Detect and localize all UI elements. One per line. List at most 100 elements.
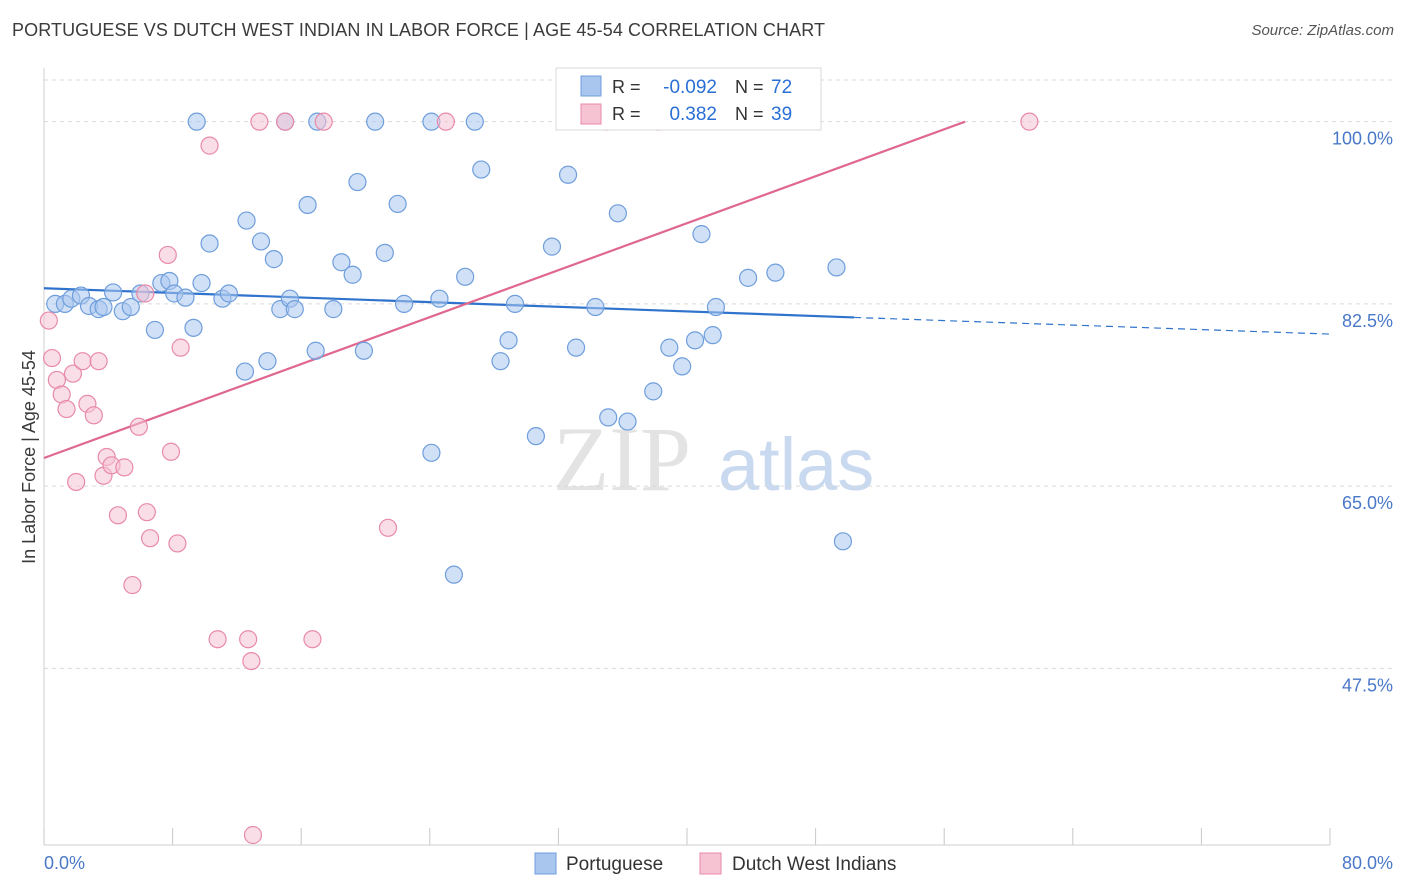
point-portuguese-62 — [766, 263, 785, 282]
point-dutch-5 — [63, 364, 83, 383]
point-portuguese-42 — [472, 160, 491, 179]
point-portuguese-56 — [673, 357, 692, 376]
series-legend-label-portuguese: Portuguese — [566, 854, 663, 875]
point-portuguese-65 — [258, 352, 277, 371]
x-tick-label-min: 0.0% — [44, 853, 85, 873]
point-dutch-17 — [129, 417, 148, 436]
point-portuguese-52 — [608, 204, 627, 223]
point-portuguese-6 — [94, 297, 113, 317]
point-dutch-4 — [57, 399, 76, 419]
point-dutch-33 — [276, 112, 295, 131]
point-dutch-0 — [39, 311, 58, 330]
point-portuguese-49 — [566, 338, 586, 357]
point-portuguese-40 — [444, 565, 464, 584]
y-tick-label-1: 65.0% — [1342, 493, 1393, 513]
point-dutch-21 — [158, 245, 177, 265]
point-portuguese-48 — [558, 165, 578, 184]
point-dutch-35 — [436, 112, 455, 131]
point-portuguese-51 — [599, 408, 618, 427]
point-portuguese-35 — [375, 243, 394, 262]
point-portuguese-38 — [422, 443, 441, 462]
point-dutch-14 — [108, 506, 128, 525]
y-tick-label-3: 100.0% — [1332, 129, 1393, 149]
point-dutch-18 — [136, 284, 155, 303]
point-dutch-26 — [208, 630, 227, 649]
watermark-atlas: atlas — [718, 423, 874, 506]
point-portuguese-69 — [465, 112, 484, 131]
legend-swatch-dutch — [580, 103, 602, 125]
point-dutch-31 — [378, 518, 398, 537]
point-portuguese-30 — [324, 300, 343, 319]
legend-n-label-2: N = — [735, 104, 764, 124]
legend-r-label-1: R = — [612, 77, 641, 97]
point-portuguese-50 — [586, 297, 605, 317]
point-dutch-16 — [123, 575, 142, 595]
point-dutch-22 — [161, 442, 181, 461]
legend-r-value-1: -0.092 — [663, 77, 717, 98]
point-dutch-30 — [303, 630, 322, 649]
point-portuguese-9 — [121, 297, 140, 317]
point-dutch-24 — [171, 338, 190, 357]
series-legend-swatch-dutch — [699, 852, 722, 875]
legend-swatch-portuguese — [580, 75, 602, 97]
x-tick-label-max: 80.0% — [1342, 853, 1393, 873]
point-portuguese-45 — [505, 294, 525, 313]
point-portuguese-33 — [348, 172, 367, 192]
point-portuguese-24 — [264, 250, 283, 269]
point-portuguese-28 — [298, 195, 317, 215]
point-dutch-34 — [314, 112, 333, 131]
point-portuguese-29 — [306, 341, 325, 360]
point-dutch-7 — [73, 352, 92, 371]
legend-n-label-1: N = — [735, 77, 764, 97]
data-points — [39, 112, 1039, 845]
point-portuguese-47 — [542, 237, 562, 256]
point-portuguese-66 — [187, 112, 206, 131]
x-ticks — [43, 828, 1331, 845]
trend-line-portuguese-extension — [854, 316, 1331, 335]
legend-r-value-2: 0.382 — [669, 104, 717, 125]
legend-n-value-1: 72 — [771, 77, 792, 98]
series-legend: Portuguese Dutch West Indians — [534, 852, 896, 875]
point-dutch-28 — [242, 651, 261, 671]
trend-line-dutch — [43, 120, 966, 460]
point-portuguese-43 — [491, 352, 510, 371]
point-portuguese-55 — [660, 338, 679, 357]
point-portuguese-39 — [430, 289, 449, 308]
point-dutch-27 — [239, 630, 258, 649]
point-portuguese-32 — [343, 265, 362, 284]
point-portuguese-57 — [685, 331, 705, 350]
point-portuguese-41 — [456, 267, 475, 286]
point-dutch-6 — [67, 472, 86, 492]
y-tick-label-0: 47.5% — [1342, 675, 1393, 695]
point-portuguese-16 — [184, 318, 203, 337]
point-portuguese-7 — [104, 283, 123, 302]
point-dutch-25 — [200, 136, 219, 155]
point-portuguese-18 — [200, 234, 219, 253]
point-dutch-10 — [89, 352, 108, 371]
point-portuguese-63 — [827, 258, 846, 277]
point-portuguese-23 — [251, 232, 271, 251]
point-dutch-19 — [137, 503, 156, 522]
point-portuguese-36 — [388, 194, 407, 214]
point-portuguese-15 — [176, 288, 195, 307]
point-portuguese-20 — [219, 284, 238, 303]
point-portuguese-37 — [394, 294, 414, 313]
point-portuguese-27 — [285, 300, 304, 319]
point-dutch-23 — [168, 534, 187, 553]
point-portuguese-34 — [354, 341, 373, 360]
stats-legend: R = -0.092 N = 72 R = 0.382 N = 39 — [555, 67, 822, 131]
legend-n-value-2: 39 — [771, 104, 792, 125]
point-portuguese-58 — [692, 225, 711, 244]
point-dutch-9 — [84, 406, 103, 425]
point-portuguese-17 — [192, 273, 211, 293]
point-portuguese-11 — [145, 320, 165, 340]
point-portuguese-22 — [237, 211, 256, 230]
y-tick-label-2: 82.5% — [1342, 311, 1393, 331]
source-label: Source: ZipAtlas.com — [1251, 22, 1394, 39]
point-portuguese-71 — [366, 112, 385, 131]
point-portuguese-44 — [499, 331, 518, 350]
y-axis-label: In Labor Force | Age 45-54 — [19, 350, 39, 564]
point-dutch-29 — [243, 825, 263, 845]
point-dutch-1 — [42, 348, 62, 368]
